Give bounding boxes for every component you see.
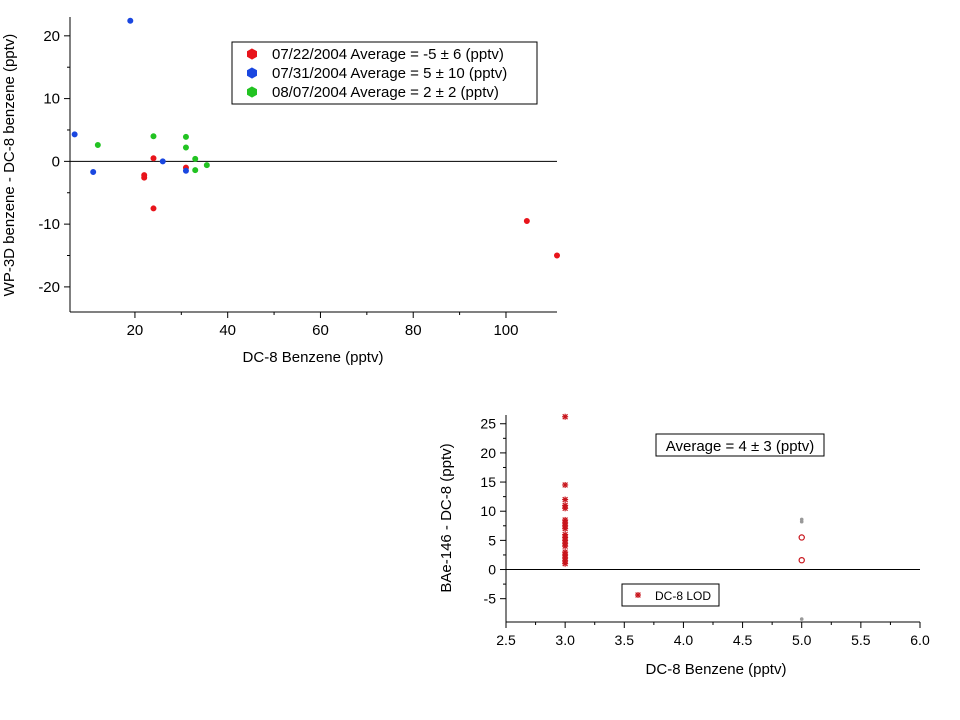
- chart1-point-series-1: [141, 174, 148, 181]
- chart1-x-axis-label: DC-8 Benzene (pptv): [243, 349, 384, 366]
- chart2-annotation-text: Average = 4 ± 3 (pptv): [666, 438, 814, 455]
- chart2-x-axis-label: DC-8 Benzene (pptv): [646, 661, 787, 678]
- chart1-point-series-3: [182, 133, 189, 140]
- chart1-point-series-2: [90, 169, 97, 176]
- chart1-point-series-1: [150, 205, 157, 212]
- chart1-point-series-3: [94, 142, 101, 149]
- chart1-point-series-2: [71, 131, 78, 138]
- chart2-point-series-3: [799, 617, 804, 621]
- chart1-point-series-1: [523, 217, 530, 224]
- chart1-axes: [69, 17, 557, 313]
- chart1-x-tick-label: 40: [219, 322, 236, 339]
- chart1-legend-marker: [247, 48, 257, 60]
- chart2-legend: DC-8 LOD: [621, 583, 720, 607]
- chart1-y-tick-label: 20: [43, 28, 60, 45]
- chart2-x-tick-label: 6.0: [910, 632, 930, 648]
- chart1-legend-label: 07/22/2004 Average = -5 ± 6 (pptv): [272, 46, 504, 63]
- chart1-point-series-3: [182, 144, 189, 151]
- chart1-legend-item: 08/07/2004 Average = 2 ± 2 (pptv): [247, 84, 499, 101]
- chart1-x-tick-label: 20: [127, 322, 144, 339]
- chart2-point-series-1: [562, 560, 569, 567]
- chart2-y-tick-label: -5: [484, 591, 497, 607]
- chart2-legend-marker: [635, 592, 641, 598]
- chart2-point-series-1: [562, 413, 569, 420]
- chart1-point-series-3: [192, 155, 199, 162]
- chart1-legend-marker: [247, 86, 257, 98]
- chart1-point-series-3: [203, 162, 210, 169]
- chart2-legend-label: DC-8 LOD: [655, 589, 711, 603]
- chart2-x-tick-label: 4.0: [674, 632, 694, 648]
- chart1-legend-marker: [247, 67, 257, 79]
- chart2-points: [562, 413, 805, 621]
- chart-bottom-right: 2.5 3.0 3.5 4.0 4.5 5.0 5.5 6.0 -5 0 5 10 15 20 25 Ave…: [438, 413, 930, 678]
- chart1-legend-item: 07/31/2004 Average = 5 ± 10 (pptv): [247, 65, 507, 82]
- chart2-x-tick-label: 3.5: [615, 632, 635, 648]
- chart2-point-series-1: [562, 525, 569, 532]
- chart2-y-tick-label: 25: [480, 416, 496, 432]
- chart2-point-series-3: [799, 519, 804, 524]
- chart1-x-tick-label: 60: [312, 322, 329, 339]
- chart1-x-tick-label: 80: [405, 322, 422, 339]
- chart2-y-tick-label: 15: [480, 474, 496, 490]
- chart2-point-series-1: [562, 543, 569, 550]
- chart2-y-tick-label: 10: [480, 503, 496, 519]
- chart2-y-tick-label: 0: [488, 562, 496, 578]
- chart2-y-tick-label: 20: [480, 445, 496, 461]
- chart2-annotation: Average = 4 ± 3 (pptv): [655, 433, 825, 457]
- chart1-y-tick-label: -20: [38, 279, 60, 296]
- chart1-legend-box: [231, 41, 538, 105]
- chart2-x-tick-label: 2.5: [496, 632, 516, 648]
- chart1-legend: 07/22/2004 Average = -5 ± 6 (pptv) 07/31/…: [231, 41, 538, 105]
- chart1-point-series-1: [554, 252, 561, 259]
- chart2-point-series-1: [562, 505, 569, 512]
- chart1-points: [71, 17, 561, 259]
- chart1-y-tick-label: 10: [43, 91, 60, 108]
- chart2-point-series-1: [562, 481, 569, 488]
- chart2-x-tick-label: 3.0: [555, 632, 575, 648]
- chart2-point-series-1: [562, 496, 569, 503]
- chart1-y-axis-label: WP-3D benzene - DC-8 benzene (pptv): [1, 34, 18, 297]
- chart2-y-tick-label: 5: [488, 532, 496, 548]
- chart1-point-series-2: [127, 17, 134, 24]
- chart2-y-axis-label: BAe-146 - DC-8 (pptv): [438, 443, 455, 592]
- chart1-legend-item: 07/22/2004 Average = -5 ± 6 (pptv): [247, 46, 504, 63]
- chart1-legend-label: 08/07/2004 Average = 2 ± 2 (pptv): [272, 84, 499, 101]
- chart1-y-tick-label: -10: [38, 216, 60, 233]
- chart2-x-tick-label: 4.5: [733, 632, 753, 648]
- chart2-legend-asterisk: [635, 592, 641, 598]
- chart1-point-series-3: [192, 167, 199, 174]
- chart-top-left: 20 40 60 80 100 -20 -10 0 10 20 07/22/2004 Averag…: [1, 17, 561, 366]
- chart2-point-series-2: [798, 556, 805, 564]
- chart2-x-tick-label: 5.0: [792, 632, 812, 648]
- chart2-x-tick-label: 5.5: [851, 632, 871, 648]
- chart2-ticks: 2.5 3.0 3.5 4.0 4.5 5.0 5.5 6.0 -5 0 5 10 15 20 25: [480, 416, 930, 648]
- chart2-point-series-2: [798, 534, 805, 541]
- chart1-point-series-3: [150, 133, 157, 140]
- chart1-point-series-1: [150, 155, 157, 162]
- chart2-legend-box: [621, 583, 720, 607]
- chart1-y-tick-label: 0: [52, 153, 60, 170]
- chart1-legend-label: 07/31/2004 Average = 5 ± 10 (pptv): [272, 65, 507, 82]
- chart1-x-tick-label: 100: [493, 322, 518, 339]
- chart1-point-series-2: [159, 158, 166, 165]
- chart1-point-series-2: [182, 167, 189, 174]
- chart2-annotation-box: [655, 433, 825, 457]
- chart1-ticks: 20 40 60 80 100 -20 -10 0 10 20: [38, 28, 518, 339]
